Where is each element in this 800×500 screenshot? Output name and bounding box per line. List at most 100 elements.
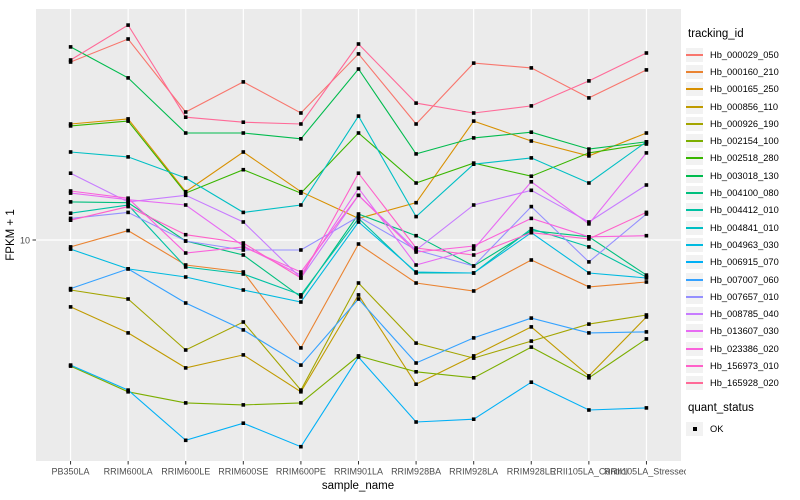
data-point <box>587 79 591 83</box>
data-point <box>356 293 361 297</box>
x-tick-label: RRIM901LA <box>334 467 383 477</box>
legend-color-line-icon <box>686 70 703 73</box>
data-point <box>471 61 476 65</box>
data-point <box>471 289 476 293</box>
data-point <box>644 280 649 284</box>
data-point <box>183 203 188 207</box>
data-point <box>183 263 188 267</box>
data-point <box>644 315 649 319</box>
data-point <box>241 353 246 357</box>
data-point <box>529 380 534 384</box>
data-point <box>414 248 418 252</box>
data-point <box>529 339 534 343</box>
data-point <box>414 281 418 285</box>
data-point <box>356 186 361 191</box>
legend-item: Hb_156973_010 <box>686 357 800 374</box>
data-point <box>299 203 303 207</box>
legend-item-label: Hb_165928_020 <box>710 378 779 389</box>
legend-color-line-icon <box>686 347 703 350</box>
data-point <box>644 51 649 55</box>
x-tick-label: RRII105LA_Control <box>550 467 628 477</box>
data-point <box>126 196 130 200</box>
legend-color-line-icon <box>686 122 703 125</box>
data-point <box>356 114 361 118</box>
legend-key <box>686 116 703 131</box>
legend-item: Hb_002154_100 <box>686 132 800 149</box>
data-point <box>241 320 246 324</box>
data-point <box>471 162 476 166</box>
data-point <box>587 331 591 335</box>
legend-color-line-icon <box>686 226 703 229</box>
legend-item: Hb_002518_280 <box>686 150 800 167</box>
x-tick-label: RRIM928LA <box>449 467 498 477</box>
legend-color-line-icon <box>686 313 703 316</box>
legend-item: Hb_000165_250 <box>686 81 800 98</box>
data-point <box>471 244 476 248</box>
data-point <box>183 115 188 119</box>
data-point <box>587 245 591 249</box>
data-point <box>529 345 534 349</box>
data-point <box>644 406 649 410</box>
legend-color-line-icon <box>686 261 703 264</box>
data-point <box>241 167 246 172</box>
data-point <box>471 136 476 140</box>
data-point <box>299 122 303 126</box>
data-point <box>126 37 130 41</box>
data-point <box>414 341 418 345</box>
data-point <box>68 60 73 64</box>
data-point <box>299 191 303 195</box>
data-point <box>587 154 591 158</box>
data-point <box>529 104 534 108</box>
data-point <box>241 245 246 249</box>
data-point <box>299 388 303 392</box>
data-point <box>587 147 591 151</box>
data-point <box>529 325 534 329</box>
data-point <box>241 220 246 224</box>
legend-key <box>686 237 703 252</box>
data-point <box>241 210 246 215</box>
data-point <box>414 361 418 365</box>
legend-items: Hb_000029_050 Hb_000160_210 Hb_000165_250 H… <box>686 46 800 392</box>
legend-item: Hb_007007_060 <box>686 271 800 288</box>
legend-color-line-icon <box>686 192 703 195</box>
data-point <box>356 212 361 216</box>
legend-color-line-icon <box>686 295 703 298</box>
data-point <box>644 131 649 135</box>
data-point <box>299 444 303 449</box>
legend-item-label: Hb_000926_190 <box>710 118 779 129</box>
data-point <box>587 220 591 224</box>
plot-svg: PB350LA RRIM600LA RRIM600LE RRIM600SE RRIM60… <box>5 9 686 492</box>
data-point <box>644 68 649 72</box>
legend-item: Hb_006915_070 <box>686 254 800 271</box>
data-point <box>471 253 476 257</box>
legend-item-label: Hb_000029_050 <box>710 49 779 60</box>
data-point <box>299 270 303 274</box>
data-point <box>126 23 130 27</box>
data-point <box>356 42 361 46</box>
data-point <box>471 376 476 380</box>
legend-item: Hb_000029_050 <box>686 46 800 63</box>
data-point <box>183 232 188 237</box>
data-point <box>68 245 73 249</box>
data-point <box>529 174 534 178</box>
data-point <box>183 401 188 405</box>
data-point <box>183 265 188 269</box>
legend-key <box>686 376 703 391</box>
legend-key <box>686 186 703 201</box>
data-point <box>644 233 649 238</box>
data-point <box>471 356 476 360</box>
data-point <box>183 275 188 279</box>
data-point <box>587 376 591 380</box>
data-point <box>414 233 418 238</box>
data-point <box>471 264 476 268</box>
legend-item: Hb_013607_030 <box>686 323 800 340</box>
x-tick-label: RRIM928BA <box>391 467 441 477</box>
data-point <box>587 96 591 100</box>
x-tick-label: RRIM600LE <box>161 467 210 477</box>
data-point <box>241 253 246 257</box>
data-point <box>126 297 130 301</box>
legend-color-line-icon <box>686 174 703 177</box>
legend-item-label: Hb_013607_030 <box>710 326 779 337</box>
data-point <box>471 111 476 115</box>
